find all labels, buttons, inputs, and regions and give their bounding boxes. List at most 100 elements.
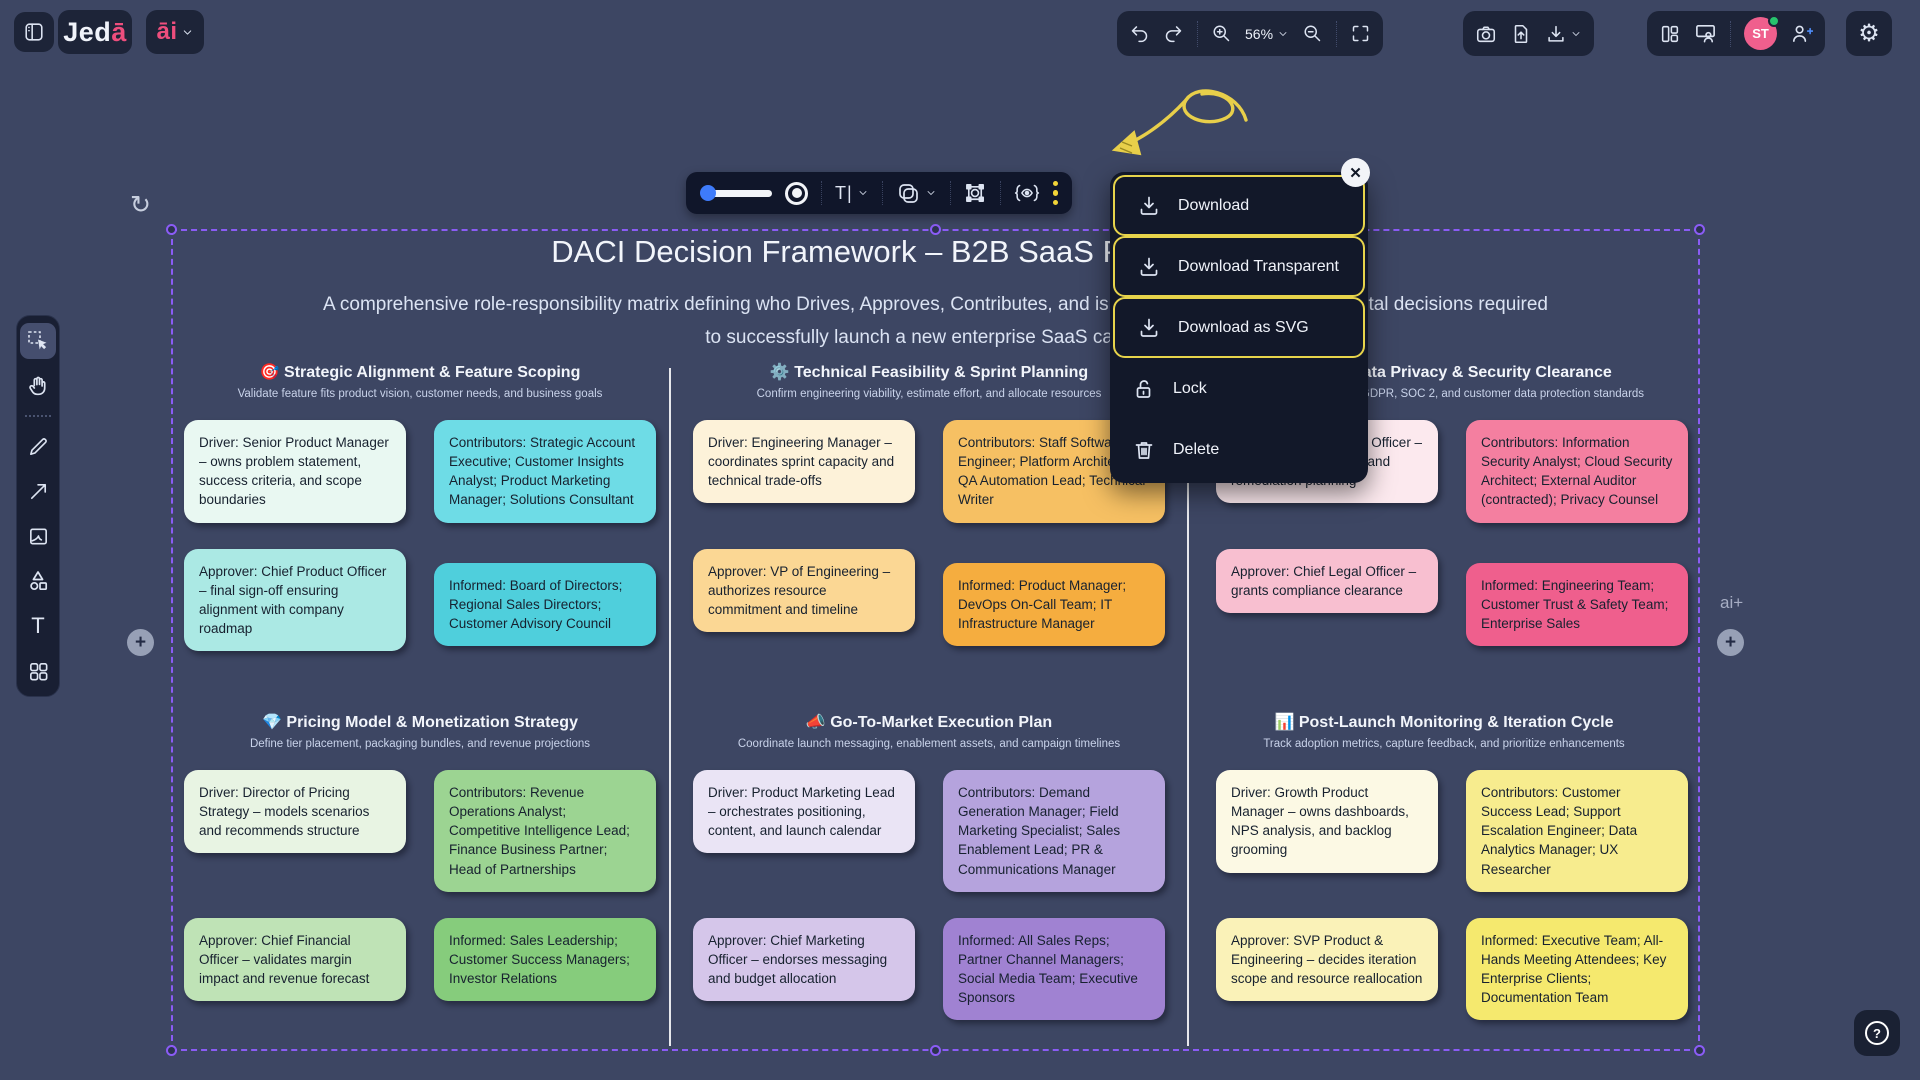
note-informed[interactable]: Informed: Engineering Team; Customer Tru…: [1466, 562, 1688, 647]
chevron-down-icon: [1572, 31, 1580, 36]
note-contributors[interactable]: Contributors: Information Security Analy…: [1466, 420, 1688, 523]
note-driver[interactable]: Driver: Product Marketing Lead – orchest…: [693, 770, 915, 854]
screenshot-button[interactable]: [1475, 23, 1497, 45]
shapes-tool[interactable]: [20, 563, 56, 599]
quadrant-post-launch: 📊 Post-Launch Monitoring & Iteration Cyc…: [1194, 712, 1694, 1021]
menu-item-label: Download Transparent: [1178, 257, 1339, 275]
collab-toolbar: ST: [1647, 11, 1825, 56]
layout-columns-button[interactable]: [1659, 23, 1681, 45]
selection-handle-bottom-right[interactable]: [1694, 1045, 1705, 1056]
select-tool[interactable]: [20, 323, 56, 359]
quadrant-strategic-alignment: 🎯 Strategic Alignment & Feature Scoping …: [170, 362, 670, 652]
note-approver[interactable]: Approver: Chief Marketing Officer – endo…: [693, 917, 915, 1002]
selection-handle-top-center[interactable]: [930, 224, 941, 235]
menu-item-delete[interactable]: Delete: [1110, 419, 1368, 480]
bar-chart-icon: 📊: [1274, 714, 1295, 731]
invite-user-button[interactable]: [1790, 22, 1813, 45]
note-driver[interactable]: Driver: Growth Product Manager – owns da…: [1216, 770, 1438, 873]
text-style-dropdown[interactable]: T|: [835, 183, 869, 204]
selection-handle-top-left[interactable]: [166, 224, 177, 235]
download-dropdown-button[interactable]: [1545, 23, 1582, 45]
menu-item-download[interactable]: Download: [1113, 175, 1365, 236]
selection-handle-bottom-center[interactable]: [930, 1045, 941, 1056]
shape-style-dropdown[interactable]: [896, 181, 937, 205]
toolbar-divider: [999, 181, 1001, 205]
pen-tool[interactable]: [20, 428, 56, 464]
board-subtitle-line1: A comprehensive role-responsibility matr…: [322, 294, 1549, 315]
ai-plus-button[interactable]: ai+: [1720, 593, 1744, 612]
stroke-width-slider[interactable]: [700, 185, 772, 201]
menu-item-download-svg[interactable]: Download as SVG: [1113, 297, 1365, 358]
menu-item-lock[interactable]: Lock: [1110, 358, 1368, 419]
zoom-level-dropdown[interactable]: 56%: [1245, 26, 1289, 42]
note-approver[interactable]: Approver: Chief Financial Officer – vali…: [184, 917, 406, 1002]
zoom-out-button[interactable]: [1302, 23, 1323, 44]
quadrant-technical-feasibility: ⚙️ Technical Feasibility & Sprint Planni…: [679, 362, 1179, 647]
ai-menu-button[interactable]: āi: [146, 10, 204, 54]
selection-handle-bottom-left[interactable]: [166, 1045, 177, 1056]
note-contributors[interactable]: Contributors: Revenue Operations Analyst…: [434, 770, 656, 892]
redo-button[interactable]: [1163, 23, 1184, 44]
templates-tool[interactable]: [20, 653, 56, 689]
gear-emoji-icon: ⚙️: [769, 364, 790, 381]
column-divider-left: [669, 368, 671, 1046]
more-options-button[interactable]: [1052, 180, 1059, 206]
close-icon[interactable]: ✕: [1341, 158, 1370, 187]
quadrant-go-to-market: 📣 Go-To-Market Execution Plan Coordinate…: [679, 712, 1179, 1021]
selection-handle-top-right[interactable]: [1694, 224, 1705, 235]
tool-rail: T: [16, 315, 60, 697]
export-toolbar: [1463, 11, 1594, 56]
refresh-icon[interactable]: ↻: [130, 191, 151, 219]
note-contributors[interactable]: Contributors: Demand Generation Manager;…: [943, 770, 1165, 892]
note-contributors[interactable]: Contributors: Customer Success Lead; Sup…: [1466, 770, 1688, 892]
note-approver[interactable]: Approver: SVP Product & Engineering – de…: [1216, 917, 1438, 1002]
note-approver[interactable]: Approver: Chief Legal Officer – grants c…: [1216, 548, 1438, 613]
image-tool[interactable]: [20, 518, 56, 554]
help-button[interactable]: ?: [1854, 1010, 1900, 1056]
jeda-logo[interactable]: Jedā: [58, 10, 132, 54]
download-icon: [1548, 25, 1564, 42]
pan-tool[interactable]: [20, 368, 56, 404]
trash-icon: [1135, 441, 1153, 459]
note-informed[interactable]: Informed: Board of Directors; Regional S…: [434, 562, 656, 647]
note-approver[interactable]: Approver: Chief Product Officer – final …: [184, 548, 406, 652]
transform-button[interactable]: [964, 182, 987, 205]
marquee-select-icon: [28, 331, 47, 350]
redo-icon: [1165, 26, 1182, 43]
question-icon: ?: [1865, 1021, 1889, 1045]
import-button[interactable]: [1510, 23, 1532, 45]
note-informed[interactable]: Informed: Product Manager; DevOps On-Cal…: [943, 562, 1165, 647]
color-swatch[interactable]: [785, 181, 808, 205]
note-driver[interactable]: Driver: Senior Product Manager – owns pr…: [184, 420, 406, 523]
overlapping-shapes-icon: [898, 184, 918, 203]
download-icon: [1140, 318, 1158, 337]
present-button[interactable]: [1694, 22, 1717, 45]
undo-button[interactable]: [1129, 23, 1150, 44]
text-tool[interactable]: T: [20, 608, 56, 644]
note-approver[interactable]: Approver: VP of Engineering – authorizes…: [693, 548, 915, 633]
text-tool-icon: T: [31, 613, 45, 638]
visibility-button[interactable]: [1014, 181, 1040, 205]
note-informed[interactable]: Informed: Sales Leadership; Customer Suc…: [434, 917, 656, 1002]
menu-item-label: Delete: [1173, 440, 1220, 458]
toolbar-divider: [949, 181, 951, 205]
chevron-down-icon: [859, 191, 867, 195]
avatar[interactable]: ST: [1744, 15, 1780, 50]
add-right-button[interactable]: +: [1717, 629, 1744, 656]
menu-item-download-transparent[interactable]: Download Transparent: [1113, 236, 1365, 297]
settings-button[interactable]: ⚙: [1846, 11, 1892, 56]
note-driver[interactable]: Driver: Engineering Manager – coordinate…: [693, 420, 915, 504]
slider-knob[interactable]: [700, 185, 716, 201]
note-informed[interactable]: Informed: Executive Team; All-Hands Meet…: [1466, 917, 1688, 1021]
sidebar-toggle-button[interactable]: [14, 12, 54, 52]
zoom-in-button[interactable]: [1211, 23, 1232, 44]
slider-track[interactable]: [700, 185, 772, 201]
fit-screen-button[interactable]: [1350, 23, 1371, 44]
note-contributors[interactable]: Contributors: Strategic Account Executiv…: [434, 420, 656, 523]
arrow-tool[interactable]: [20, 473, 56, 509]
note-driver[interactable]: Driver: Director of Pricing Strategy – m…: [184, 770, 406, 854]
chevron-down-icon: [1279, 31, 1287, 36]
add-left-button[interactable]: +: [127, 629, 154, 656]
quadrant-title: 📊 Post-Launch Monitoring & Iteration Cyc…: [1274, 714, 1614, 731]
note-informed[interactable]: Informed: All Sales Reps; Partner Channe…: [943, 917, 1165, 1021]
